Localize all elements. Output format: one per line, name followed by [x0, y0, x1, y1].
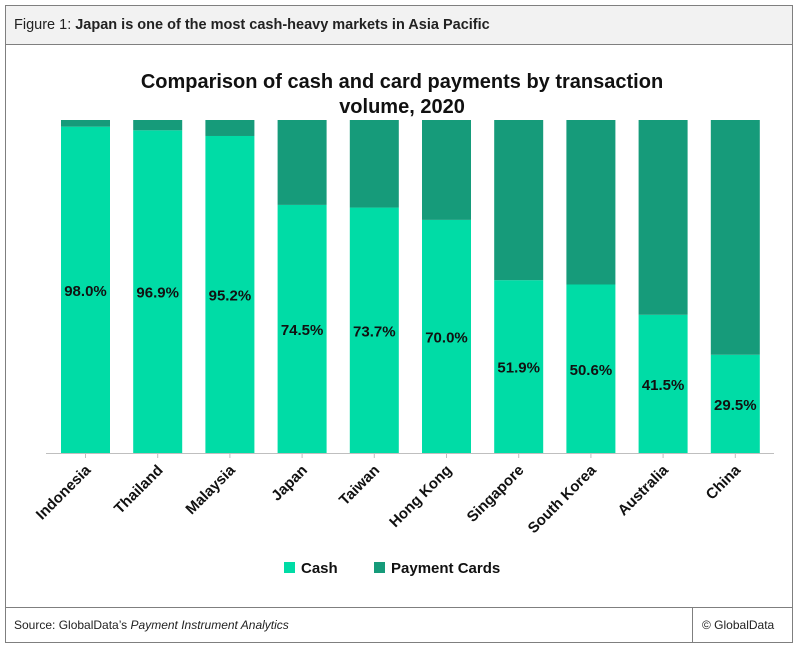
figure-title: Japan is one of the most cash-heavy mark…: [75, 17, 490, 33]
data-label: 98.0%: [64, 283, 107, 300]
bar-cash: [349, 207, 399, 453]
bar-payment-cards: [61, 120, 110, 127]
chart-title-line: Comparison of cash and card payments by …: [141, 71, 663, 93]
data-label: 74.5%: [281, 322, 324, 339]
legend-payment-cards-swatch: [374, 562, 385, 573]
bar-cash: [710, 354, 760, 453]
data-label: 41.5%: [642, 377, 685, 394]
bar-cash: [422, 219, 471, 453]
chart-title-line: volume, 2020: [339, 96, 465, 118]
data-label: 51.9%: [497, 360, 540, 377]
category-label: Thailand: [111, 462, 167, 518]
data-label: 73.7%: [353, 323, 396, 340]
legend-cash-swatch: [284, 562, 295, 573]
figure-number: Figure 1:: [14, 17, 72, 33]
bar-cash: [205, 135, 255, 453]
bar-payment-cards: [710, 120, 760, 355]
data-label: 96.9%: [136, 285, 179, 302]
data-label: 95.2%: [209, 287, 252, 304]
bar-cash: [133, 130, 183, 453]
bar-cash: [566, 284, 616, 453]
source-name: Payment Instrument Analytics: [130, 618, 289, 632]
legend-cash-label: Cash: [301, 560, 338, 577]
category-label: South Korea: [525, 461, 601, 537]
bar-payment-cards: [494, 120, 544, 281]
bar-cash: [277, 204, 327, 453]
bar-cash: [638, 314, 688, 453]
category-label: Singapore: [464, 462, 528, 526]
category-label: Australia: [615, 461, 673, 519]
source-note: Source: GlobalData’s Payment Instrument …: [14, 618, 289, 632]
category-label: Malaysia: [182, 461, 239, 518]
figure-footer: Source: GlobalData’s Payment Instrument …: [6, 607, 792, 642]
bar-cash: [494, 280, 544, 453]
legend-payment-cards-label: Payment Cards: [391, 560, 500, 577]
figure-frame: Figure 1: Japan is one of the most cash-…: [5, 5, 793, 643]
bar-payment-cards: [566, 120, 616, 285]
data-label: 29.5%: [714, 397, 757, 414]
bar-cash: [61, 126, 110, 453]
figure-header: Figure 1: Japan is one of the most cash-…: [6, 6, 792, 45]
copyright-note: © GlobalData: [702, 618, 775, 632]
source-prefix: Source: GlobalData’s: [14, 618, 131, 632]
bar-payment-cards: [133, 120, 183, 131]
category-label: Japan: [268, 462, 311, 505]
stacked-bar-chart: Comparison of cash and card payments by …: [33, 71, 774, 577]
bar-payment-cards: [349, 120, 399, 208]
bar-payment-cards: [205, 120, 255, 136]
bar-payment-cards: [422, 120, 471, 220]
bar-payment-cards: [638, 120, 688, 315]
data-label: 50.6%: [570, 362, 613, 379]
footer-divider: [692, 608, 693, 642]
bar-payment-cards: [277, 120, 327, 205]
category-label: China: [703, 461, 745, 503]
category-label: Taiwan: [336, 462, 383, 509]
category-label: Hong Kong: [386, 462, 455, 531]
data-label: 70.0%: [425, 329, 468, 346]
category-label: Indonesia: [33, 461, 95, 523]
